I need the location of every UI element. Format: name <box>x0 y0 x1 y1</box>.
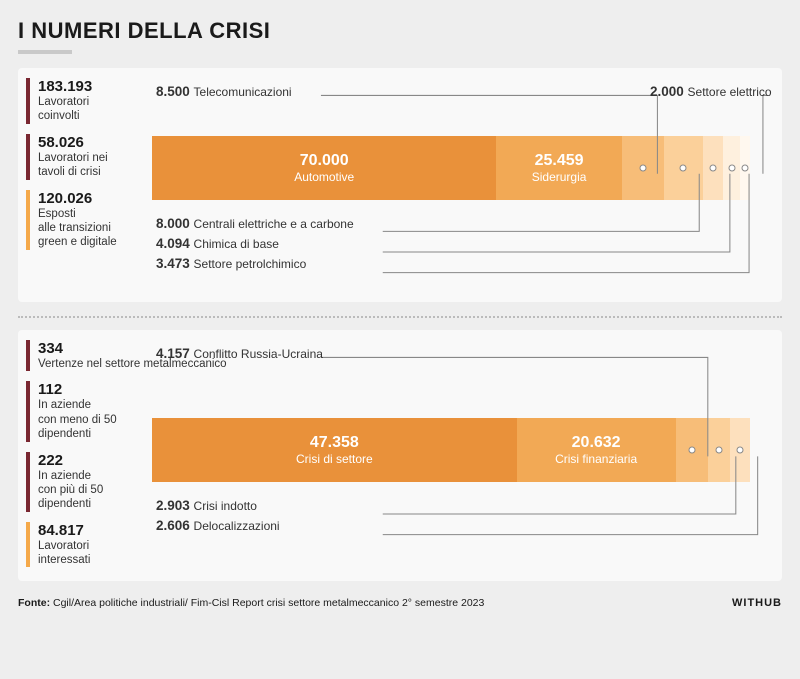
chart-callout-label: Settore elettrico <box>688 85 772 99</box>
bar-segment: 47.358Crisi di settore <box>152 418 517 482</box>
leader-dot <box>728 165 735 172</box>
left-stat-label: Esposti alle transizioni green e digital… <box>38 207 138 250</box>
stacked-bar: 70.000Automotive25.459Siderurgia <box>152 136 768 200</box>
bar-segment: 20.632Crisi finanziaria <box>517 418 676 482</box>
chart-callout-label: Chimica di base <box>194 237 279 251</box>
chart-callout: 3.473 Settore petrolchimico <box>156 256 306 271</box>
left-stat-value: 84.817 <box>38 522 138 539</box>
title-underline <box>18 50 72 54</box>
footer-source: Fonte: Cgil/Area politiche industriali/ … <box>18 597 484 609</box>
bar-segment-label: Crisi di settore <box>296 452 373 466</box>
chart-callout: 8.500 Telecomunicazioni <box>156 84 292 99</box>
bar-segment: 25.459Siderurgia <box>496 136 621 200</box>
bar-segment-label: Automotive <box>294 170 354 184</box>
chart-callout-label: Centrali elettriche e a carbone <box>194 217 354 231</box>
chart-callout-value: 3.473 <box>156 256 194 271</box>
stacked-bar: 47.358Crisi di settore20.632Crisi finanz… <box>152 418 768 482</box>
panel-divider <box>18 316 782 318</box>
panel-2-left-stats: 334Vertenze nel settore metalmeccanico11… <box>18 340 138 567</box>
left-stat-label: In aziende con meno di 50 dipendenti <box>38 398 138 441</box>
footer-source-text: Cgil/Area politiche industriali/ Fim-Cis… <box>53 597 484 609</box>
page-title: I NUMERI DELLA CRISI <box>18 18 782 44</box>
left-stat-label: Lavoratori interessati <box>38 539 138 568</box>
left-stat-value: 222 <box>38 452 138 469</box>
bar-segment-value: 70.000 <box>300 152 349 170</box>
left-stat: 222In aziende con più di 50 dipendenti <box>26 452 138 512</box>
chart-callout: 2.606 Delocalizzazioni <box>156 518 280 533</box>
chart-callout-value: 2.903 <box>156 498 194 513</box>
left-stat-value: 112 <box>38 381 138 398</box>
chart-callout-value: 8.500 <box>156 84 194 99</box>
left-stat: 58.026Lavoratori nei tavoli di crisi <box>26 134 138 180</box>
chart-callout-value: 4.157 <box>156 346 194 361</box>
left-stat: 84.817Lavoratori interessati <box>26 522 138 568</box>
left-stat: 183.193Lavoratori coinvolti <box>26 78 138 124</box>
bar-segment-value: 47.358 <box>310 434 359 452</box>
panel-1-left-stats: 183.193Lavoratori coinvolti58.026Lavorat… <box>18 78 138 288</box>
chart-callout-label: Crisi indotto <box>194 499 257 513</box>
chart-callout-value: 8.000 <box>156 216 194 231</box>
bar-segment: 70.000Automotive <box>152 136 496 200</box>
left-stat-label: Lavoratori nei tavoli di crisi <box>38 151 138 180</box>
bar-segment-label: Crisi finanziaria <box>555 452 637 466</box>
left-stat: 112In aziende con meno di 50 dipendenti <box>26 381 138 441</box>
chart-callout: 2.903 Crisi indotto <box>156 498 257 513</box>
chart-callout: 4.094 Chimica di base <box>156 236 279 251</box>
left-stat-label: In aziende con più di 50 dipendenti <box>38 469 138 512</box>
leader-dot <box>709 165 716 172</box>
panel-1-chart: 70.000Automotive25.459Siderurgia8.500 Te… <box>152 78 768 288</box>
bar-segment-value: 20.632 <box>572 434 621 452</box>
panel-2-chart: 47.358Crisi di settore20.632Crisi finanz… <box>152 340 768 550</box>
chart-callout-label: Conflitto Russia-Ucraina <box>194 347 323 361</box>
chart-callout-value: 4.094 <box>156 236 194 251</box>
leader-dot <box>639 165 646 172</box>
chart-callout: 8.000 Centrali elettriche e a carbone <box>156 216 354 231</box>
left-stat: 120.026Esposti alle transizioni green e … <box>26 190 138 250</box>
chart-callout-label: Telecomunicazioni <box>194 85 292 99</box>
left-stat-value: 58.026 <box>38 134 138 151</box>
chart-callout-label: Settore petrolchimico <box>194 257 307 271</box>
leader-dot <box>688 447 695 454</box>
left-stat-label: Lavoratori coinvolti <box>38 95 138 124</box>
leader-dot <box>736 447 743 454</box>
panel-1: 183.193Lavoratori coinvolti58.026Lavorat… <box>18 68 782 302</box>
bar-segment-label: Siderurgia <box>532 170 587 184</box>
bar-segment-value: 25.459 <box>535 152 584 170</box>
panel-2: 334Vertenze nel settore metalmeccanico11… <box>18 330 782 581</box>
leader-dot <box>715 447 722 454</box>
chart-callout-label: Delocalizzazioni <box>194 519 280 533</box>
left-stat-value: 120.026 <box>38 190 138 207</box>
chart-callout-value: 2.000 <box>650 84 688 99</box>
footer-source-label: Fonte: <box>18 597 50 609</box>
chart-callout: 2.000 Settore elettrico <box>650 84 772 99</box>
leader-dot <box>680 165 687 172</box>
leader-dot <box>742 165 749 172</box>
footer-brand: WITHUB <box>732 597 782 609</box>
chart-callout-value: 2.606 <box>156 518 194 533</box>
chart-callout: 4.157 Conflitto Russia-Ucraina <box>156 346 323 361</box>
footer: Fonte: Cgil/Area politiche industriali/ … <box>18 595 782 609</box>
left-stat-value: 183.193 <box>38 78 138 95</box>
